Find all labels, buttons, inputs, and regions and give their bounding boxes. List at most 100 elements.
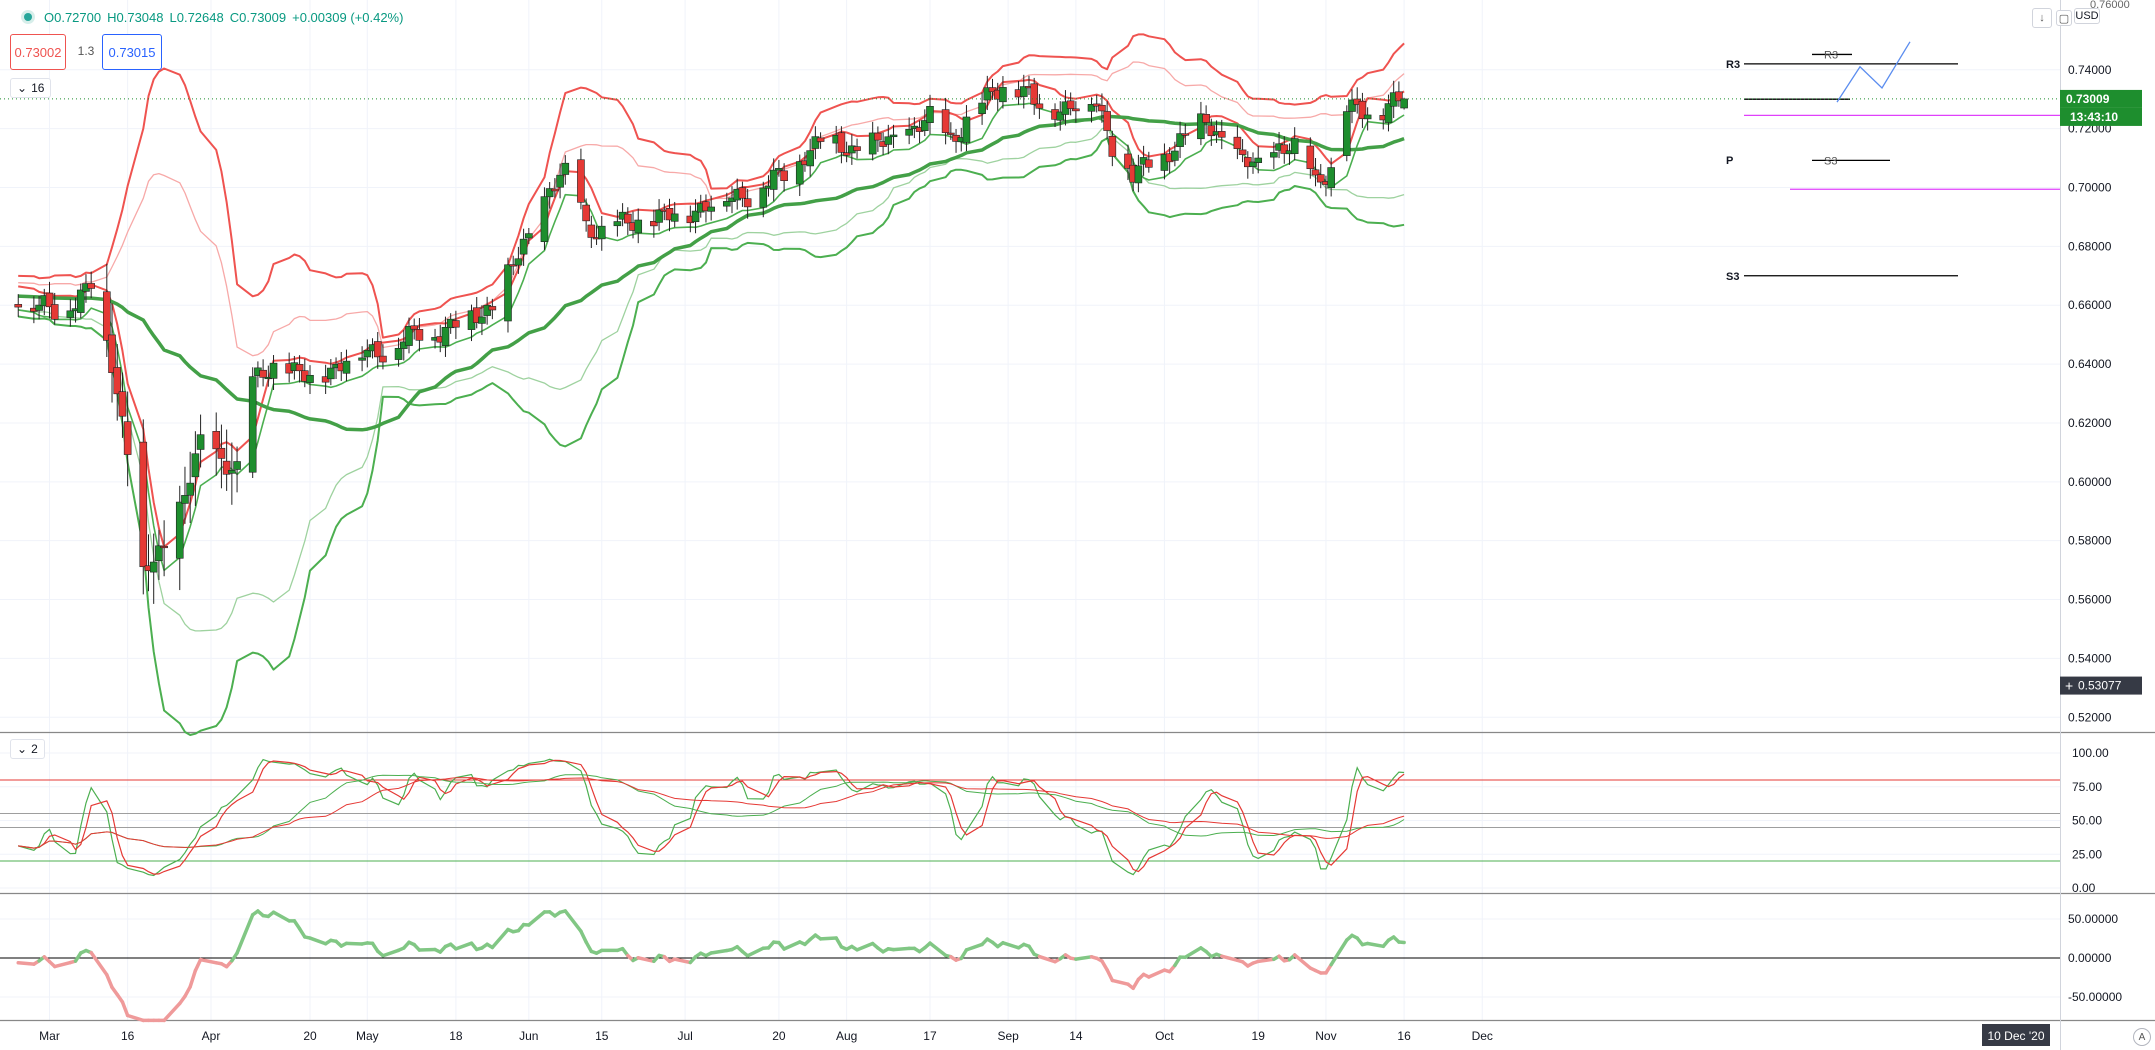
candle — [1238, 149, 1247, 155]
candle — [577, 159, 585, 203]
candle — [556, 174, 564, 188]
indicators-toggle-stoch[interactable]: ⌄ 2 — [10, 739, 45, 759]
candle — [160, 545, 168, 549]
time-tick-label: 14 — [1069, 1029, 1083, 1043]
sma-slow — [18, 114, 1405, 432]
candle — [363, 349, 372, 358]
osc-segment — [1037, 954, 1057, 964]
ohlc-open: O0.72700 — [44, 9, 102, 25]
osc-segment — [1220, 954, 1240, 963]
candle — [483, 304, 491, 316]
candle — [1207, 125, 1216, 137]
osc-segment — [1147, 968, 1167, 979]
osc-segment — [1110, 978, 1130, 986]
candle — [962, 116, 971, 143]
osc-segment — [855, 941, 875, 952]
candle — [587, 224, 596, 238]
candle — [1233, 136, 1242, 149]
sell-button[interactable]: 0.73002 — [10, 34, 66, 70]
price-tick-label: 0.52000 — [2068, 710, 2112, 724]
candle — [108, 334, 116, 373]
candle — [222, 460, 231, 475]
candle — [1160, 154, 1169, 171]
candle — [1348, 99, 1356, 112]
candle — [540, 196, 549, 243]
osc-segment — [709, 948, 729, 955]
auto-icon: A — [2138, 1031, 2146, 1043]
osc-segment — [381, 948, 401, 958]
fullscreen-icon: ▢ — [2058, 12, 2070, 25]
candle — [1290, 138, 1299, 154]
time-tick-label: Oct — [1155, 1029, 1174, 1043]
candle — [780, 170, 788, 182]
osc-segment — [1183, 946, 1203, 959]
candle — [853, 146, 861, 151]
candle — [597, 225, 606, 240]
osc-segment — [125, 1013, 146, 1023]
candle — [816, 137, 825, 142]
osc-segment — [235, 913, 255, 955]
price-tick-label: 0.60000 — [2068, 475, 2112, 489]
countdown-label: 13:43:10 — [2070, 110, 2118, 124]
buy-button[interactable]: 0.73015 — [102, 34, 162, 70]
indicators-toggle-main[interactable]: ⌄ 16 — [10, 78, 52, 98]
time-tick-label: 18 — [449, 1029, 463, 1043]
candle — [978, 102, 986, 114]
candle — [50, 304, 59, 320]
ohlc-legend: O0.72700 H0.73048 L0.72648 C0.73009 +0.0… — [8, 6, 409, 28]
candle — [1181, 133, 1190, 136]
osc-segment — [120, 1000, 130, 1018]
osc-segment — [490, 927, 510, 950]
bollinger-lower-outer — [18, 137, 1405, 736]
osc-segment — [1329, 938, 1349, 967]
candle — [519, 238, 528, 255]
candle — [1066, 100, 1075, 109]
osc-segment — [1074, 955, 1094, 961]
candle — [1249, 161, 1257, 167]
candle — [118, 391, 127, 417]
time-tick-label: 20 — [772, 1029, 786, 1043]
ma-fast-red — [18, 78, 1405, 548]
osc-segment — [271, 910, 291, 923]
candle — [1171, 150, 1179, 161]
candle — [123, 421, 132, 455]
candle — [613, 221, 622, 227]
osc-segment — [563, 909, 583, 933]
candle — [775, 168, 783, 171]
auto-scale-button[interactable]: A — [2133, 1028, 2151, 1046]
candle — [504, 264, 512, 322]
candle — [889, 134, 898, 138]
osc-tick-label: -50.00000 — [2068, 990, 2122, 1004]
osc-segment — [454, 941, 474, 951]
time-tick-label: 17 — [923, 1029, 937, 1043]
candle — [1270, 152, 1278, 158]
osc-segment — [193, 957, 203, 973]
osc-segment — [745, 946, 766, 958]
candle — [561, 162, 570, 175]
candle — [525, 233, 533, 239]
candle — [196, 434, 205, 450]
crosshair-price-label: 0.53077 — [2078, 679, 2122, 693]
candle — [1217, 131, 1226, 138]
candle — [811, 136, 820, 149]
scroll-down-button[interactable]: ↓ — [2032, 8, 2052, 28]
candle — [634, 219, 643, 234]
osc-tick-label: 0.00000 — [2068, 951, 2112, 965]
fullscreen-button[interactable]: ▢ — [2056, 10, 2072, 26]
bollinger-lower-inner — [18, 126, 1405, 632]
osc-segment — [162, 1001, 182, 1023]
osc-segment — [584, 940, 594, 954]
bollinger-upper-outer — [18, 33, 1405, 339]
candle — [1035, 103, 1044, 109]
candle — [175, 501, 184, 559]
currency-label: USD — [2074, 8, 2100, 24]
candle — [1316, 174, 1325, 183]
current-price-label: 0.73009 — [2066, 92, 2110, 106]
candle — [212, 431, 221, 450]
price-tick-label: 0.54000 — [2068, 651, 2112, 665]
time-tick-label: 15 — [595, 1029, 609, 1043]
candle — [181, 495, 189, 504]
crosshair-date-tag — [1982, 1024, 2050, 1046]
ohlc-change: +0.00309 (+0.42%) — [292, 9, 404, 25]
